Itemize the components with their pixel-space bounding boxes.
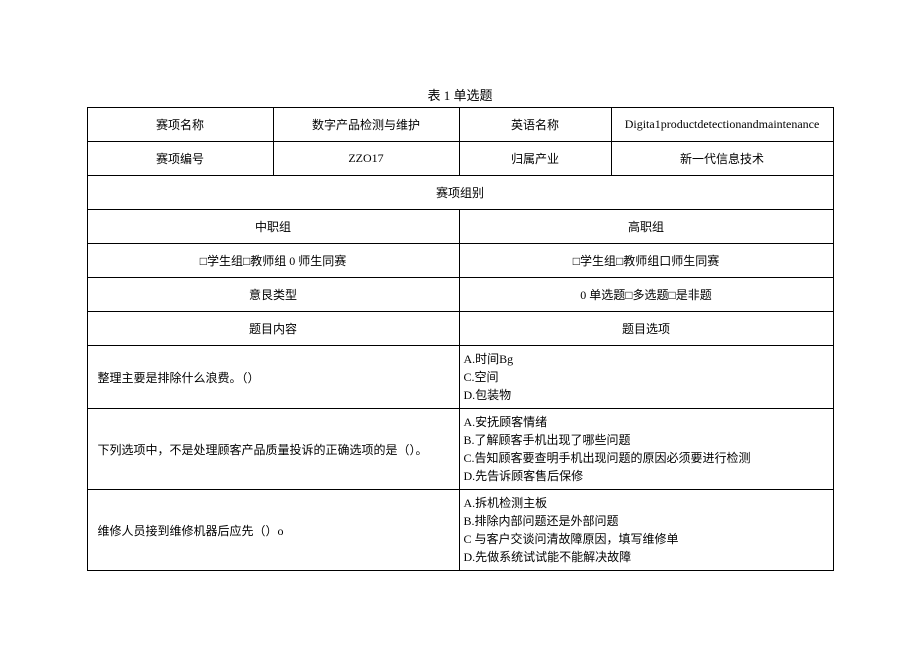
q3-option-a: A.拆机检测主板 — [464, 494, 827, 512]
q3-option-b: B.排除内部问题还是外部问题 — [464, 512, 827, 530]
q3-option-c: C 与客户交谈问清故障原因，填写维修单 — [464, 530, 827, 548]
type-value-cell: 0 单选题□多选题□是非题 — [459, 278, 833, 312]
q2-option-d: D.先告诉顾客售后保修 — [464, 467, 827, 485]
name-value-cell: 数字产品检测与维护 — [273, 108, 459, 142]
high-checkbox-cell: □学生组□教师组口师生同赛 — [459, 244, 833, 278]
high-group-cell: 高职组 — [459, 210, 833, 244]
industry-label-cell: 归属产业 — [459, 142, 611, 176]
question-1-options: A.时间Bg C.空间 D.包装物 — [459, 346, 833, 409]
id-value-cell: ZZO17 — [273, 142, 459, 176]
mid-checkbox-cell: □学生组□教师组 0 师生同赛 — [87, 244, 459, 278]
type-label-cell: 意艮类型 — [87, 278, 459, 312]
q2-option-b: B.了解顾客手机出现了哪些问题 — [464, 431, 827, 449]
question-1-text: 整理主要是排除什么浪费。（） — [87, 346, 459, 409]
q1-option-a: A.时间Bg — [464, 350, 827, 368]
option-label-cell: 题目选项 — [459, 312, 833, 346]
table-title: 表 1 单选题 — [427, 85, 492, 104]
question-2-text: 下列选项中，不是处理顾客产品质量投诉的正确选项的是（）。 — [87, 409, 459, 490]
q3-option-d: D.先做系统试试能不能解决故障 — [464, 548, 827, 566]
question-2-options: A.安抚顾客情绪 B.了解顾客手机出现了哪些问题 C.告知顾客要查明手机出现问题… — [459, 409, 833, 490]
mid-group-cell: 中职组 — [87, 210, 459, 244]
main-table: 赛项名称 数字产品检测与维护 英语名称 Digita1productdetect… — [87, 107, 834, 571]
q2-option-a: A.安抚顾客情绪 — [464, 413, 827, 431]
industry-value-cell: 新一代信息技术 — [611, 142, 833, 176]
q2-option-c: C.告知顾客要查明手机出现问题的原因必须要进行检测 — [464, 449, 827, 467]
group-label-cell: 赛项组别 — [87, 176, 833, 210]
name-label-cell: 赛项名称 — [87, 108, 273, 142]
question-3-options: A.拆机检测主板 B.排除内部问题还是外部问题 C 与客户交谈问清故障原因，填写… — [459, 490, 833, 571]
id-label-cell: 赛项编号 — [87, 142, 273, 176]
english-value-cell: Digita1productdetectionandmaintenance — [611, 108, 833, 142]
question-3-text: 维修人员接到维修机器后应先（）o — [87, 490, 459, 571]
english-label-cell: 英语名称 — [459, 108, 611, 142]
content-label-cell: 题目内容 — [87, 312, 459, 346]
q1-option-c: C.空间 — [464, 368, 827, 386]
q1-option-d: D.包装物 — [464, 386, 827, 404]
